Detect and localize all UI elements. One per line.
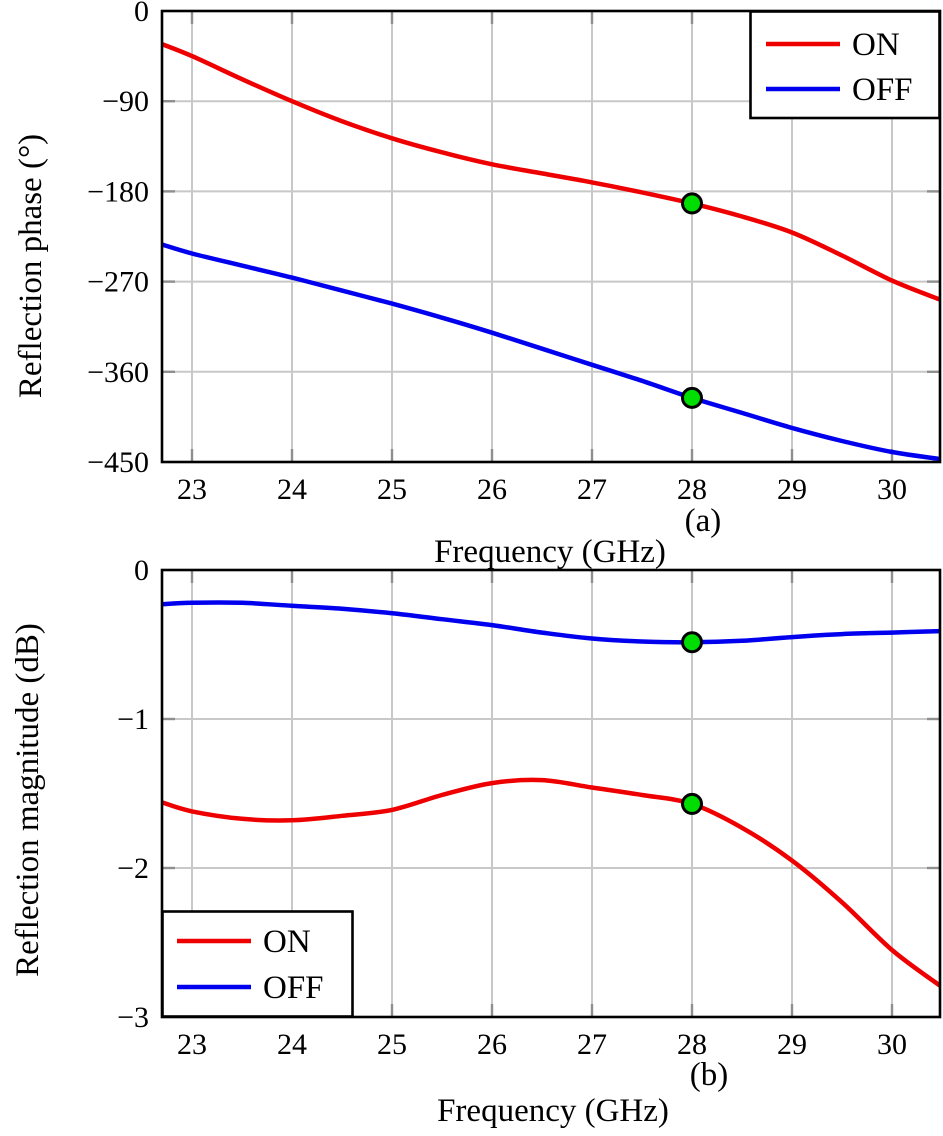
y-tick-label: −180 [87, 175, 149, 208]
x-tick-label: 27 [577, 473, 607, 506]
x-tick-label: 26 [477, 1028, 507, 1061]
panel-a: 23 24 25 26 27 28 29 30 0 −90 −180 −270 −360 −450 Re… [13, 0, 942, 570]
marker-on-b [681, 792, 703, 815]
curve-on-a [161, 42, 941, 302]
legend-b: ON OFF [161, 910, 354, 1018]
grid-b [162, 570, 940, 1017]
x-tick-label: 25 [377, 1028, 407, 1061]
y-tick-labels-b: 0 −1 −2 −3 [117, 554, 149, 1034]
x-tick-label: 24 [277, 1028, 307, 1061]
x-tick-label: 28 [677, 473, 707, 506]
plot-border-a [160, 9, 942, 464]
legend-label-on-a: ON [852, 27, 900, 63]
x-tick-label: 30 [877, 1028, 907, 1061]
y-axis-label-a: Reflection phase (°) [13, 134, 49, 398]
subfigure-caption-a: (a) [685, 503, 722, 539]
panel-b: 23 24 25 26 27 28 29 30 0 −1 −2 −3 Reflection magn… [10, 554, 942, 1129]
y-tick-label: −1 [117, 703, 149, 736]
curves-a [161, 42, 941, 462]
y-tick-label: −270 [87, 266, 149, 299]
legend-box-b [161, 910, 354, 1018]
y-tick-labels-a: 0 −90 −180 −270 −360 −450 [87, 0, 149, 479]
highlight-markers-b [681, 631, 703, 815]
x-axis-label-b: Frequency (GHz) [437, 1093, 669, 1129]
y-axis-label-b: Reflection magnitude (dB) [10, 623, 46, 977]
y-tick-label: −360 [87, 356, 149, 389]
y-tick-label: −450 [87, 446, 149, 479]
legend-box-a [749, 10, 941, 120]
subfigure-caption-b: (b) [690, 1057, 728, 1093]
y-tick-label: 0 [134, 554, 149, 587]
curves-b [161, 600, 942, 988]
legend-a: ON OFF [749, 10, 941, 120]
x-tick-label: 26 [477, 473, 507, 506]
highlight-markers-a [681, 192, 703, 409]
x-tick-labels-b: 23 24 25 26 27 28 29 30 [177, 1028, 907, 1061]
marker-on-a [681, 192, 703, 215]
x-axis-label-a: Frequency (GHz) [434, 534, 666, 570]
y-tick-label: −3 [117, 1001, 149, 1034]
legend-label-off-b: OFF [263, 970, 324, 1006]
y-tick-label: −2 [117, 852, 149, 885]
x-tick-label: 29 [777, 473, 807, 506]
x-tick-label: 27 [577, 1028, 607, 1061]
x-tick-label: 30 [877, 473, 907, 506]
marker-off-a [681, 386, 703, 409]
x-tick-label: 23 [177, 1028, 207, 1061]
x-tick-label: 23 [177, 473, 207, 506]
marker-off-b [681, 631, 703, 654]
curve-off-b [161, 600, 941, 645]
x-tick-label: 25 [377, 473, 407, 506]
legend-label-on-b: ON [263, 924, 311, 960]
x-tick-labels-a: 23 24 25 26 27 28 29 30 [177, 473, 907, 506]
curve-off-a [161, 242, 941, 462]
curve-on-b [161, 777, 942, 988]
x-tick-label: 28 [677, 1028, 707, 1061]
plot-border-b [160, 568, 942, 1019]
x-tick-label: 24 [277, 473, 307, 506]
y-tick-label: 0 [134, 0, 149, 28]
legend-label-off-a: OFF [852, 72, 913, 108]
x-tick-label: 29 [777, 1028, 807, 1061]
y-tick-label: −90 [102, 85, 149, 118]
